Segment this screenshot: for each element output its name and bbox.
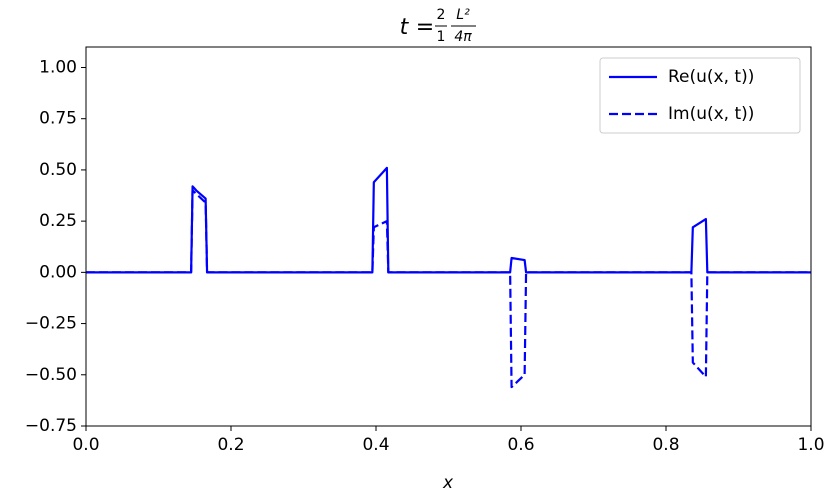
- title-variable: t: [400, 15, 410, 40]
- x-tick-label: 0.4: [362, 435, 389, 455]
- data-line: [86, 189, 811, 389]
- x-tick-label: 0.2: [217, 435, 244, 455]
- y-tick-label: 1.00: [39, 57, 77, 77]
- title-denominator: 4π: [454, 29, 472, 45]
- y-tick-label: 0.25: [39, 211, 77, 231]
- y-tick-label: 0.00: [39, 262, 77, 282]
- plot-frame: [85, 46, 812, 427]
- y-tick-label: −0.50: [25, 365, 77, 385]
- x-tick-label: 0.6: [507, 435, 534, 455]
- legend-label: Re(u(x, t)): [668, 67, 754, 87]
- title-denominator: 1: [437, 29, 446, 45]
- x-tick-label: 0.0: [72, 435, 99, 455]
- x-tick-label: 1.0: [797, 435, 824, 455]
- y-tick-label: −0.25: [25, 314, 77, 334]
- legend-label: Im(u(x, t)): [668, 104, 754, 124]
- y-tick-label: 0.50: [39, 160, 77, 180]
- y-tick-label: −0.75: [25, 416, 77, 436]
- y-tick-label: 0.75: [39, 109, 77, 129]
- chart-title: t = 2 1 L² 4π: [400, 7, 476, 45]
- x-axis-label: x: [442, 473, 454, 493]
- title-equals: =: [416, 15, 434, 40]
- x-tick-label: 0.8: [652, 435, 679, 455]
- legend: Re(u(x, t)) Im(u(x, t)): [599, 57, 801, 134]
- title-numerator: 2: [437, 7, 446, 23]
- title-numerator: L²: [456, 7, 470, 23]
